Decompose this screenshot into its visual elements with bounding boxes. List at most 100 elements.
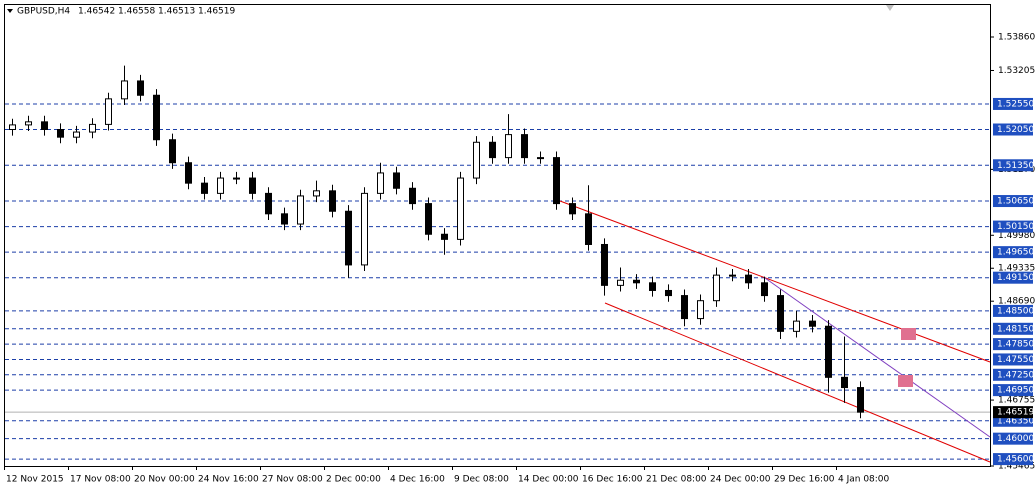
level-label-box bbox=[993, 159, 1033, 172]
candle-body bbox=[313, 190, 320, 197]
level-label: 1.51350 bbox=[997, 161, 1034, 171]
candles bbox=[9, 65, 864, 419]
level-label-box bbox=[993, 123, 1033, 136]
candle-body bbox=[233, 177, 240, 180]
candle-body bbox=[777, 295, 784, 332]
candle-body bbox=[505, 134, 512, 159]
level-label-box bbox=[993, 271, 1033, 284]
level-label: 1.47250 bbox=[997, 370, 1034, 380]
level-label: 1.46000 bbox=[997, 434, 1034, 444]
candle-body bbox=[329, 190, 336, 212]
x-tick-label: 21 Dec 08:00 bbox=[646, 475, 707, 485]
marker[interactable] bbox=[901, 328, 916, 340]
candle-body bbox=[697, 300, 704, 320]
trend-line[interactable] bbox=[764, 277, 991, 438]
channel-upper[interactable] bbox=[559, 200, 991, 363]
candle-body bbox=[601, 243, 608, 286]
candle-body bbox=[425, 203, 432, 235]
y-tick-label: 1.45465 bbox=[998, 462, 1035, 472]
x-tick-label: 29 Dec 16:00 bbox=[774, 475, 835, 485]
candle-body bbox=[761, 282, 768, 297]
level-label-box bbox=[993, 368, 1033, 381]
candle-body bbox=[553, 157, 560, 205]
x-tick-label: 14 Dec 00:00 bbox=[518, 475, 579, 485]
candle-body bbox=[41, 121, 48, 131]
y-tick-label: 1.46755 bbox=[998, 396, 1035, 406]
y-tick-label: 1.53205 bbox=[998, 66, 1035, 76]
info-value: 1.46513 bbox=[158, 7, 195, 17]
info-value: 1.46519 bbox=[198, 7, 235, 17]
level-label-box bbox=[993, 338, 1033, 351]
y-tick-label: 1.48690 bbox=[998, 297, 1035, 307]
candle-body bbox=[105, 98, 112, 125]
candle-body bbox=[297, 195, 304, 225]
x-tick-label: 16 Dec 16:00 bbox=[582, 475, 643, 485]
drawn-objects bbox=[559, 200, 991, 463]
x-tick-label: 4 Jan 08:00 bbox=[838, 475, 890, 485]
candle-body bbox=[185, 162, 192, 184]
shift-marker[interactable] bbox=[886, 5, 894, 11]
info-value: 1.46558 bbox=[118, 7, 155, 17]
candle-body bbox=[121, 80, 128, 100]
level-label-box bbox=[993, 453, 1033, 466]
level-label: 1.50150 bbox=[997, 222, 1034, 232]
level-label-box bbox=[993, 246, 1033, 259]
level-label-box bbox=[993, 195, 1033, 208]
level-label: 1.47550 bbox=[997, 355, 1034, 365]
candle-body bbox=[569, 203, 576, 215]
candle-body bbox=[489, 141, 496, 159]
x-tick-label: 24 Nov 16:00 bbox=[198, 475, 259, 485]
x-tick-label: 27 Nov 08:00 bbox=[262, 475, 323, 485]
candle-body bbox=[681, 295, 688, 320]
y-tick-label: 1.49335 bbox=[998, 264, 1035, 274]
level-label-box bbox=[993, 353, 1033, 366]
candle-body bbox=[617, 279, 624, 286]
level-label: 1.46950 bbox=[997, 386, 1034, 396]
level-label: 1.45600 bbox=[997, 455, 1034, 465]
x-tick-label: 9 Dec 08:00 bbox=[454, 475, 509, 485]
level-label: 1.46350 bbox=[997, 416, 1034, 426]
candle-body bbox=[73, 131, 80, 138]
candle-body bbox=[281, 213, 288, 225]
x-tick-label: 4 Dec 16:00 bbox=[390, 475, 445, 485]
info-value: 1.46542 bbox=[78, 7, 115, 17]
candle-body bbox=[585, 213, 592, 245]
candle-body bbox=[665, 289, 672, 297]
menu-triangle[interactable] bbox=[7, 9, 13, 13]
level-label: 1.48500 bbox=[997, 306, 1034, 316]
candle-body bbox=[809, 320, 816, 327]
chart-title: GBPUSD,H4 bbox=[17, 7, 70, 17]
channel-lower[interactable] bbox=[604, 302, 991, 463]
candle-body bbox=[377, 172, 384, 194]
candle-body bbox=[345, 210, 352, 266]
x-tick-label: 2 Dec 00:00 bbox=[326, 475, 381, 485]
candle-body bbox=[9, 124, 16, 131]
candle-body bbox=[857, 387, 864, 413]
candle-body bbox=[633, 279, 640, 284]
level-label: 1.52550 bbox=[997, 99, 1034, 109]
x-tick-label: 24 Dec 00:00 bbox=[710, 475, 771, 485]
info-values: 1.46542 1.46558 1.46513 1.46519 bbox=[78, 7, 235, 17]
marker[interactable] bbox=[898, 375, 913, 387]
candle-body bbox=[137, 80, 144, 96]
candle-body bbox=[265, 192, 272, 215]
candle-body bbox=[537, 157, 544, 160]
candle-body bbox=[361, 192, 368, 266]
candle-body bbox=[393, 172, 400, 189]
candle-body bbox=[441, 233, 448, 240]
candle-body bbox=[473, 141, 480, 179]
level-label: 1.52050 bbox=[997, 125, 1034, 135]
candle-body bbox=[729, 274, 736, 277]
candle-body bbox=[57, 129, 64, 138]
candle-body bbox=[153, 94, 160, 141]
level-label-box bbox=[993, 322, 1033, 335]
candle-body bbox=[825, 325, 832, 378]
level-label-box bbox=[993, 432, 1033, 445]
level-label: 1.49650 bbox=[997, 248, 1034, 258]
level-label: 1.47850 bbox=[997, 340, 1034, 350]
axes: 1.538601.532051.512701.499801.493351.486… bbox=[4, 33, 1035, 485]
y-tick-label: 1.53860 bbox=[998, 33, 1035, 43]
